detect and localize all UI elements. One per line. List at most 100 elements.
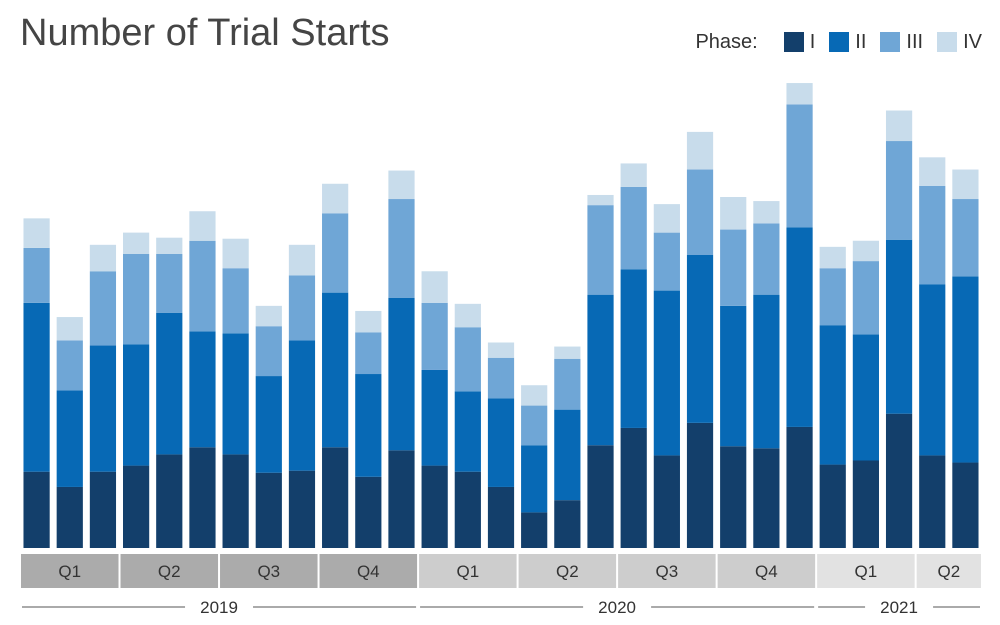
bar-segment-phase-1 [786, 426, 813, 548]
legend-item-phase-1: I [783, 30, 816, 54]
quarter-label: Q1 [58, 562, 81, 581]
bar-segment-phase-3 [322, 213, 349, 293]
bar-segment-phase-2 [322, 292, 349, 448]
bar-segment-phase-3 [686, 169, 714, 255]
bar-segment-phase-1 [322, 447, 349, 548]
bar-segment-phase-3 [587, 205, 614, 295]
bar-segment-phase-3 [919, 185, 946, 285]
bar-segment-phase-2 [521, 445, 548, 513]
bar-segment-phase-4 [156, 237, 183, 254]
bar-segment-phase-1 [255, 472, 282, 548]
bar-segment-phase-4 [255, 305, 282, 327]
bar-segment-phase-3 [123, 253, 150, 345]
bar-segment-phase-4 [720, 197, 747, 230]
bar-segment-phase-4 [653, 204, 680, 233]
bar-segment-phase-2 [189, 331, 216, 448]
bar-segment-phase-1 [23, 471, 50, 548]
bar-segment-phase-4 [819, 246, 846, 269]
bar-segment-phase-1 [686, 422, 714, 548]
bar-segment-phase-1 [56, 486, 83, 548]
bar-segment-phase-3 [620, 186, 647, 270]
bar-segment-phase-4 [521, 385, 548, 406]
bar-segment-phase-3 [255, 326, 282, 377]
quarter-band [419, 554, 517, 588]
bar-segment-phase-3 [753, 223, 780, 295]
quarter-label: Q3 [656, 562, 679, 581]
bar-segment-phase-3 [885, 141, 913, 240]
bar-segment-phase-4 [189, 211, 216, 241]
bar-segment-phase-1 [421, 465, 448, 548]
bar-segment-phase-3 [952, 199, 979, 277]
bar-segment-phase-1 [355, 476, 382, 548]
bar-segment-phase-1 [222, 454, 249, 548]
year-label: 2019 [200, 598, 238, 617]
bar-segment-phase-4 [322, 183, 349, 214]
bar-segment-phase-3 [720, 229, 747, 306]
legend-item-phase-2: II [829, 31, 866, 54]
bar-segment-phase-3 [487, 357, 515, 399]
bar-segment-phase-3 [222, 268, 249, 334]
bar-segment-phase-1 [454, 471, 481, 548]
bar-segment-phase-2 [156, 312, 183, 455]
legend-label-phase-1: I [809, 30, 816, 53]
legend-swatch-phase-4 [937, 32, 958, 52]
legend-label-phase-3: III [906, 30, 924, 53]
bar-segment-phase-4 [89, 244, 117, 272]
bar-segment-phase-4 [885, 110, 913, 142]
bar-segment-phase-4 [421, 271, 448, 303]
quarter-band [618, 554, 716, 588]
bar-segment-phase-3 [388, 199, 415, 298]
bar-segment-phase-2 [686, 254, 714, 423]
bar-segment-phase-1 [653, 455, 680, 548]
legend-label-phase-2: II [855, 30, 867, 53]
quarter-band [518, 554, 617, 588]
bar-segment-phase-2 [23, 302, 50, 472]
bar-segment-phase-1 [885, 413, 913, 548]
bar-segment-phase-4 [919, 157, 946, 186]
quarter-band [916, 554, 981, 588]
bar-segment-phase-4 [123, 232, 150, 254]
bar-segment-phase-2 [852, 334, 879, 461]
bar-segment-phase-2 [454, 391, 481, 472]
bar-segment-phase-2 [388, 297, 415, 451]
bar-segment-phase-2 [753, 294, 780, 449]
bar-segment-phase-1 [123, 465, 150, 548]
bar-segment-phase-4 [587, 194, 614, 206]
bar-segment-phase-4 [487, 342, 515, 358]
bar-segment-phase-1 [521, 512, 548, 548]
bar-segment-phase-2 [653, 290, 680, 456]
bar-segment-phase-3 [23, 247, 50, 303]
quarter-label: Q1 [456, 562, 479, 581]
bar-segment-phase-2 [919, 284, 946, 456]
bar-segment-phase-4 [388, 170, 415, 200]
year-label: 2020 [598, 598, 636, 617]
bar-segment-phase-3 [288, 275, 316, 341]
bar-segment-phase-4 [56, 317, 83, 341]
bar-segment-phase-2 [288, 340, 316, 471]
bar-segment-phase-3 [653, 232, 680, 291]
bar-segment-phase-3 [454, 327, 481, 392]
bar-segment-phase-1 [288, 470, 316, 548]
bar-segment-phase-1 [852, 460, 879, 548]
bar-segment-phase-2 [587, 294, 614, 446]
quarter-label: Q3 [257, 562, 280, 581]
bar-segment-phase-4 [554, 346, 581, 359]
bar-segment-phase-3 [852, 261, 879, 335]
quarter-label: Q2 [158, 562, 181, 581]
bar-segment-phase-3 [421, 302, 448, 370]
bar-segment-phase-3 [89, 271, 117, 346]
bar-segment-phase-1 [189, 447, 216, 548]
bar-segment-phase-2 [720, 305, 747, 447]
quarter-label: Q2 [556, 562, 579, 581]
bar-segment-phase-2 [123, 344, 150, 466]
legend-swatch-phase-1 [783, 32, 804, 52]
quarter-band [120, 554, 219, 588]
quarter-band [220, 554, 318, 588]
bar-segment-phase-3 [156, 253, 183, 313]
quarter-label: Q1 [855, 562, 878, 581]
bar-segment-phase-2 [786, 227, 813, 427]
bar-segment-phase-4 [686, 131, 714, 170]
bar-segment-phase-4 [852, 240, 879, 262]
quarter-band [21, 554, 119, 588]
legend-label-phase-4: IV [963, 30, 982, 53]
